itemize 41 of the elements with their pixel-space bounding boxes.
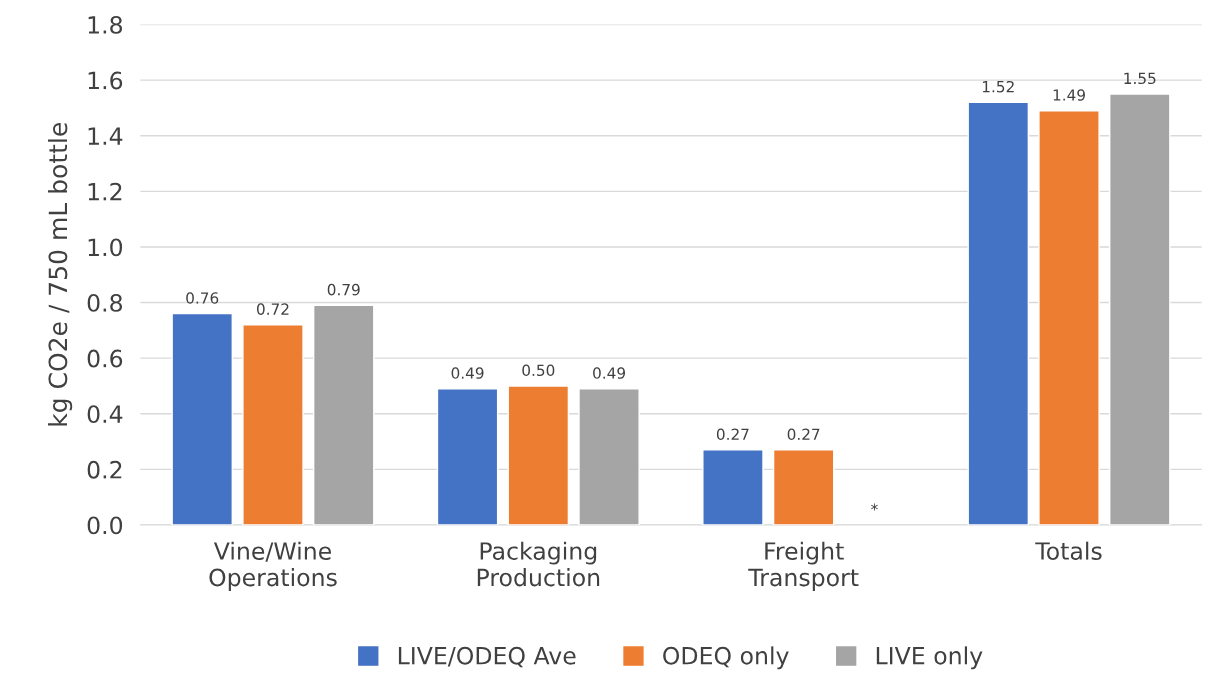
y-tick-label: 0.8	[87, 294, 123, 312]
x-tick-label: Packaging Production	[477, 541, 600, 587]
data-label: 0.27	[716, 428, 749, 441]
bar	[171, 312, 233, 525]
y-tick-label: 0.2	[87, 460, 122, 479]
data-label: 0.49	[451, 367, 484, 379]
data-label: 1.55	[1124, 72, 1156, 85]
data-label: 0.27	[787, 428, 820, 441]
x-tick-label: Freight Transport	[748, 541, 859, 591]
y-tick-label: 1.6	[88, 71, 123, 90]
y-tick-label: 1.8	[88, 15, 123, 34]
bar	[312, 304, 375, 525]
data-label: 0.49	[593, 367, 626, 379]
y-tick-label: 1.4	[88, 127, 123, 145]
data-label: 0.72	[256, 303, 289, 315]
y-tick-label: 1.2	[88, 182, 122, 201]
data-label: 0.76	[186, 292, 219, 304]
bar	[772, 449, 835, 525]
data-label: 1.49	[1053, 89, 1085, 101]
y-tick-label: 0.0	[87, 516, 123, 535]
x-tick-label: Vine/Wine Operations	[209, 541, 337, 591]
bar	[578, 388, 640, 525]
bar	[1109, 93, 1171, 525]
legend-label: LIVE/ODEQ Ave	[398, 646, 576, 668]
bar	[436, 388, 499, 525]
data-label: 1.52	[982, 80, 1014, 93]
y-axis-title: kg CO2e / 750 mL bottle	[48, 123, 73, 426]
data-label: 0.79	[327, 283, 360, 296]
bar	[1038, 110, 1100, 525]
x-tick-label: Totals	[1035, 541, 1102, 560]
bar	[507, 385, 570, 525]
text: *	[871, 503, 878, 511]
bar	[967, 101, 1030, 525]
legend-label: ODEQ only	[663, 646, 789, 670]
bar	[702, 449, 764, 525]
y-tick-label: 0.6	[87, 349, 123, 368]
bar	[242, 324, 304, 525]
legend-label: LIVE only	[876, 646, 983, 670]
y-tick-label: 0.4	[87, 405, 123, 424]
data-label: 0.50	[522, 364, 555, 377]
y-tick-label: 1.0	[88, 238, 123, 257]
